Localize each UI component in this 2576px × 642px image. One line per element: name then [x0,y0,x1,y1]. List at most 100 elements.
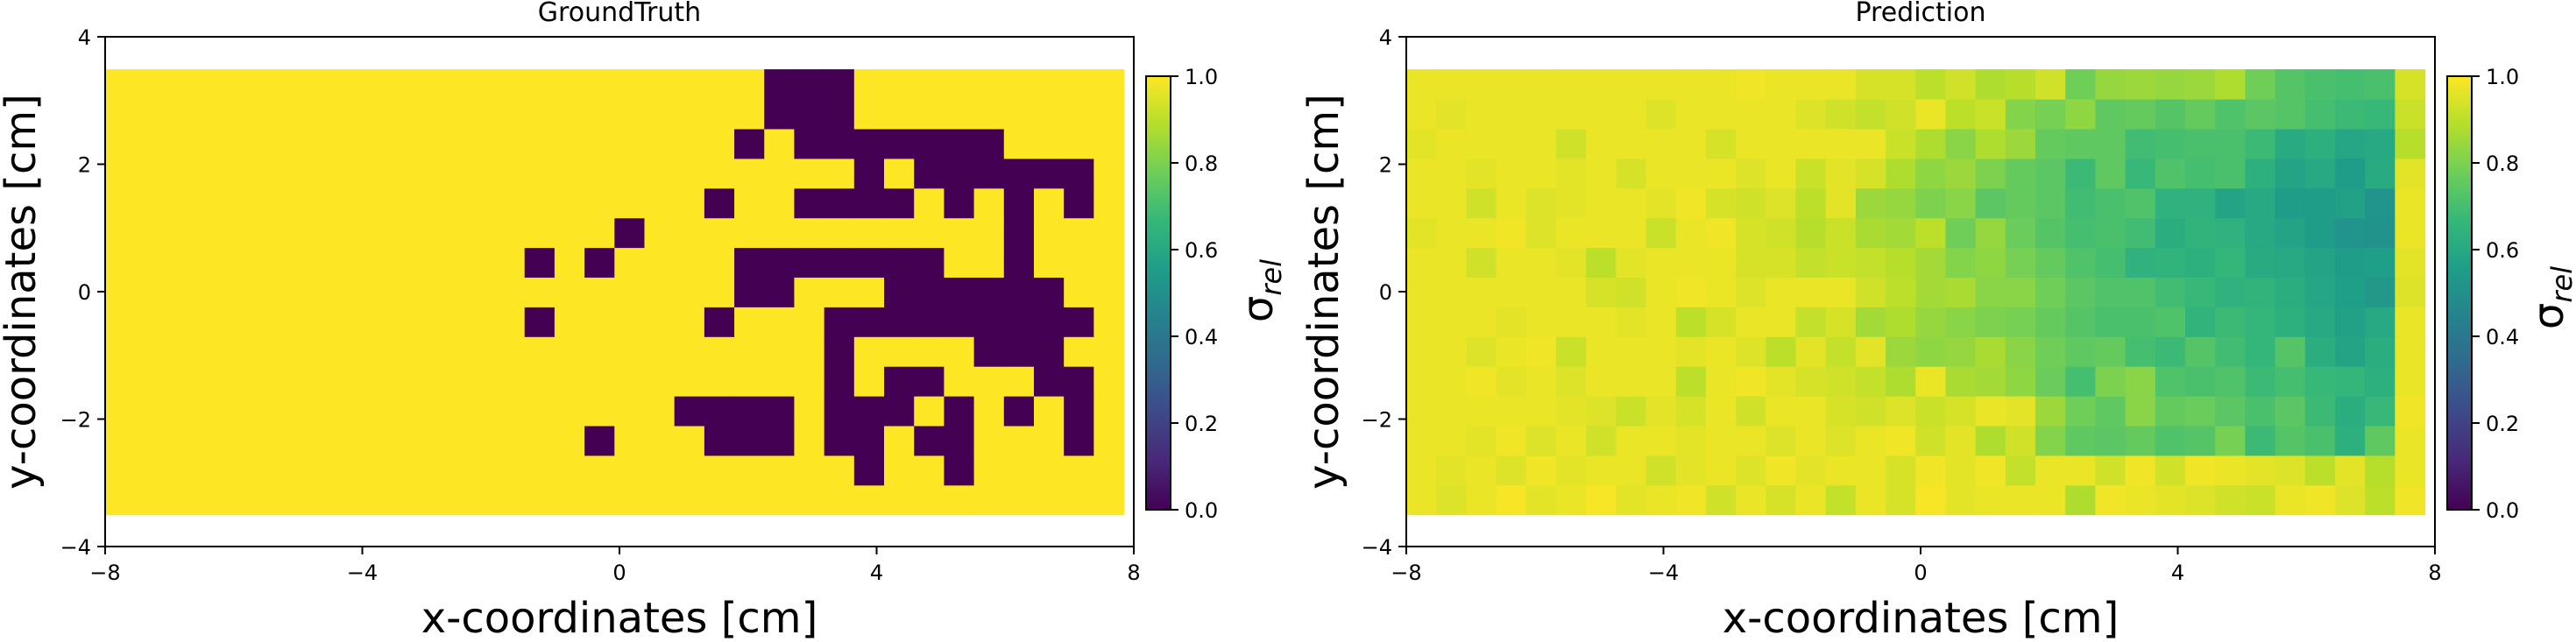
heatmap-cell [2035,336,2066,367]
heatmap-cell [1093,247,1125,279]
heatmap-cell [1555,217,1587,249]
heatmap-cell [2365,277,2396,307]
heatmap-cell [944,247,975,279]
heatmap-cell [2185,158,2216,189]
heatmap-cell [1795,277,1827,307]
heatmap-cell [404,217,435,249]
heatmap-cell [2215,425,2246,456]
heatmap-cell [2185,336,2216,367]
heatmap-cell [374,128,406,159]
heatmap-cell [704,128,735,159]
heatmap-cell [2245,396,2276,427]
heatmap-cell [2334,455,2366,486]
heatmap-cell [2365,425,2396,456]
heatmap-cell [2005,277,2036,307]
heatmap-cell [524,455,556,486]
y-tick-label: 4 [1379,25,1392,50]
colorbar-tick-label: 0.8 [1185,152,1218,176]
heatmap-cell [1886,455,1916,486]
heatmap-cell [1855,455,1886,486]
heatmap-cell [524,187,556,219]
heatmap-cell [554,396,585,427]
heatmap-cell [374,217,406,249]
heatmap-cell [2095,69,2127,100]
heatmap-cell [1064,247,1094,279]
heatmap-cell [973,396,1005,427]
heatmap-cell [135,366,166,397]
heatmap-cell [464,336,496,367]
heatmap-cell [2304,396,2336,427]
heatmap-cell [584,99,615,130]
heatmap-cell [674,247,705,279]
heatmap-cell [2005,307,2036,337]
heatmap-cell [644,484,676,516]
heatmap-cell [1436,396,1467,427]
heatmap-cell [1945,366,1977,397]
heatmap-cell [2275,217,2306,249]
heatmap-cell [285,366,315,397]
heatmap-cell [404,277,435,307]
heatmap-cell [944,455,975,486]
heatmap-cell [2005,425,2036,456]
heatmap-cell [973,425,1005,456]
heatmap-cell [614,128,646,159]
heatmap-cell [1406,69,1437,100]
heatmap-cell [1945,277,1977,307]
heatmap-cell [824,187,855,219]
heatmap-cell [1555,396,1587,427]
heatmap-cell [1064,187,1094,219]
heatmap-cell [1975,99,2006,130]
heatmap-cell [2155,128,2186,159]
heatmap-cell [824,484,855,516]
heatmap-cell [315,128,346,159]
heatmap-cell [1645,247,1677,279]
heatmap-cell [1466,277,1497,307]
heatmap-cell [2065,99,2097,130]
heatmap-cell [315,158,346,189]
heatmap-cell [1825,247,1857,279]
heatmap-cell [435,307,465,337]
heatmap-cell [2065,247,2097,279]
heatmap-cell [2365,455,2396,486]
heatmap-cell [1825,484,1857,516]
heatmap-cell [285,277,315,307]
heatmap-cell [224,307,256,337]
heatmap-cell [1705,484,1737,516]
heatmap-cell [944,217,975,249]
heatmap-cell [794,484,825,516]
heatmap-cell [2035,187,2066,219]
heatmap-cell [254,99,286,130]
heatmap-cell [674,99,705,130]
heatmap-cell [2125,99,2156,130]
heatmap-cell [315,187,346,219]
heatmap-cell [734,99,765,130]
heatmap-cell [914,158,945,189]
heatmap-cell [2155,425,2186,456]
heatmap-cell [1093,455,1125,486]
heatmap-cell [1855,247,1886,279]
heatmap-cell [1033,128,1065,159]
heatmap-cell [435,247,465,279]
heatmap-cell [824,277,855,307]
heatmap-cell [1033,484,1065,516]
heatmap-cell [165,158,196,189]
heatmap-cell [1436,455,1467,486]
heatmap-cell [914,455,945,486]
heatmap-cell [315,277,346,307]
heatmap-cell [1645,336,1677,367]
heatmap-cell [1975,396,2006,427]
heatmap-cell [1616,336,1647,367]
heatmap-cell [165,455,196,486]
heatmap-cell [1975,484,2006,516]
heatmap-cell [1795,217,1827,249]
heatmap-cell [1616,455,1647,486]
heatmap-cell [374,425,406,456]
heatmap-cell [2215,187,2246,219]
heatmap-cell [1466,396,1497,427]
heatmap-cell [794,425,825,456]
heatmap-cell [1705,128,1737,159]
heatmap-cell [404,69,435,100]
heatmap-cell [853,455,885,486]
heatmap-cell [764,366,796,397]
heatmap-cell [853,307,885,337]
